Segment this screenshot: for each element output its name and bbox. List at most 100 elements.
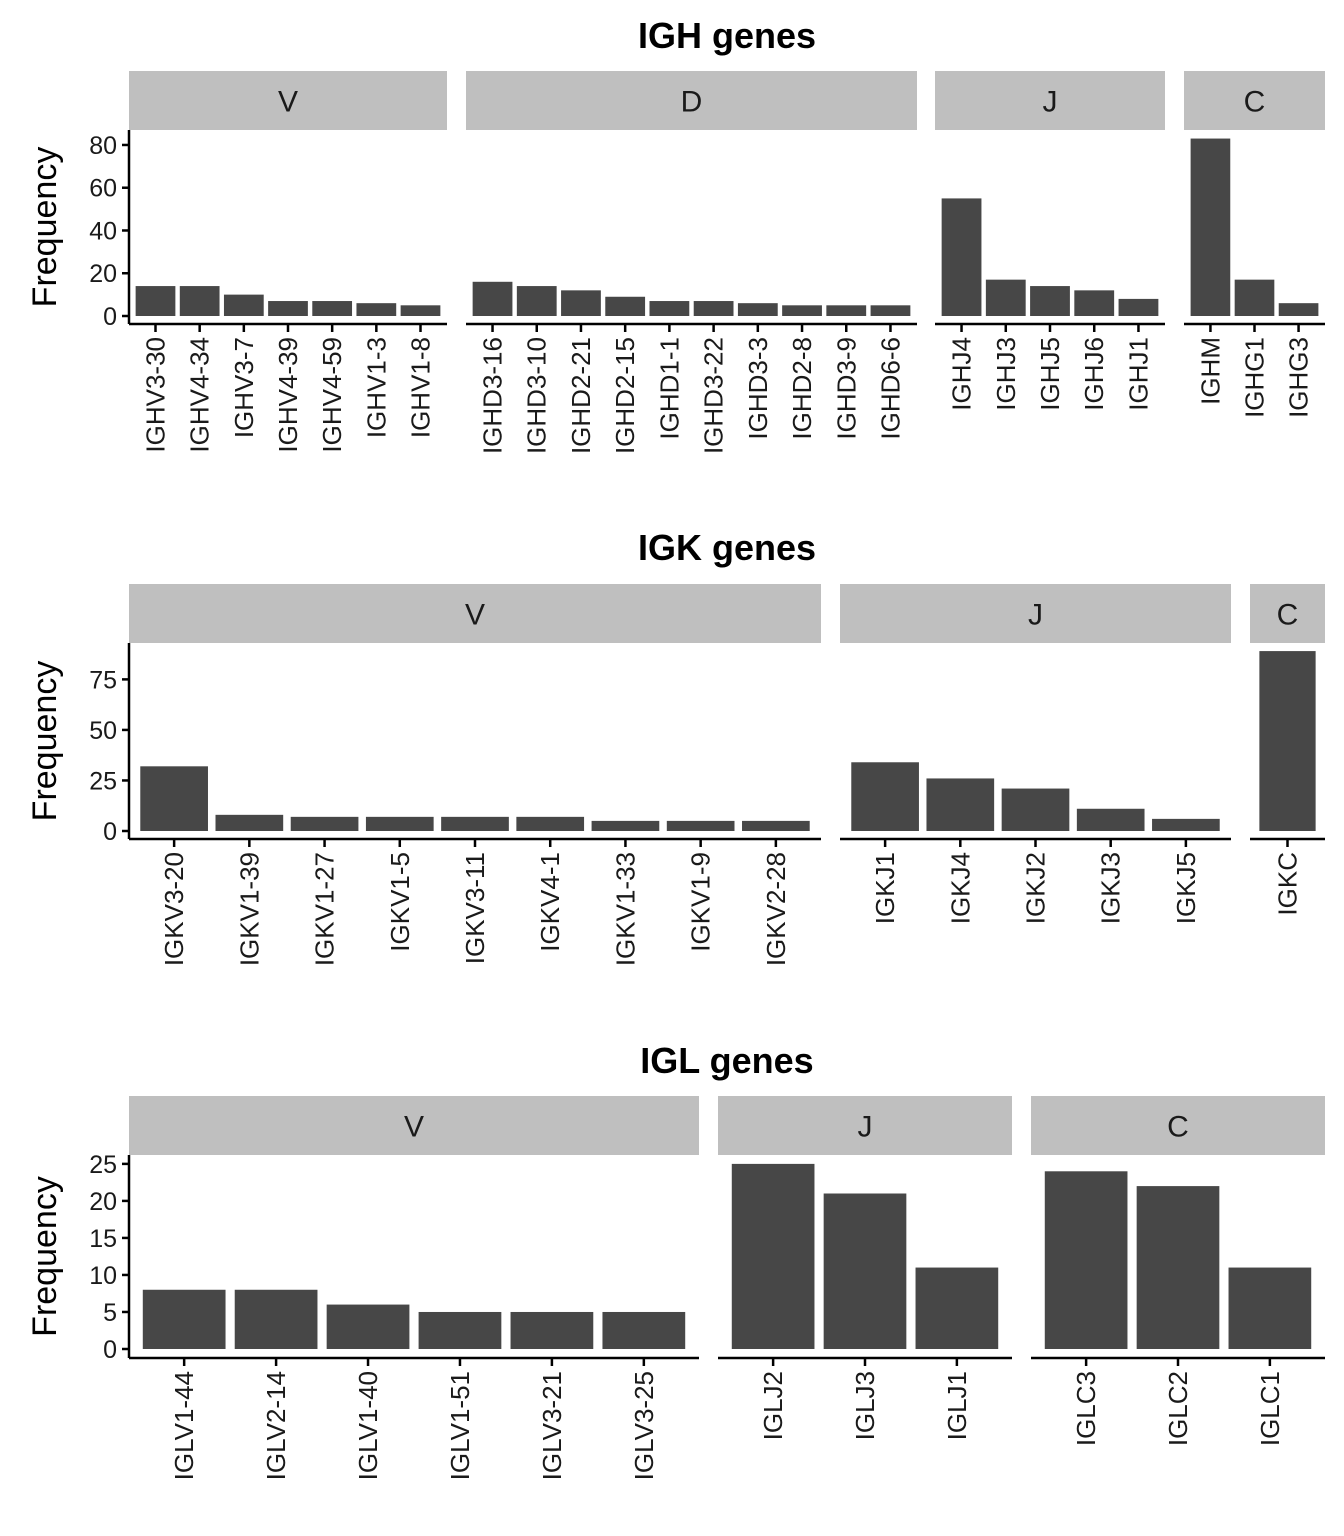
bar-IGKC [1259, 651, 1316, 831]
bar-IGLJ2 [731, 1163, 815, 1349]
x-tick-label: IGKJ3 [1096, 852, 1126, 924]
facet-J: J IGLJ2 IGLJ3 IGLJ1 [718, 1096, 1012, 1440]
chart-2: IGL genes Frequency 0 5 10 15 20 25 V IGLV1-44 IGL… [26, 1040, 1325, 1480]
bar-IGLV1-40 [326, 1304, 410, 1349]
x-tick-label: IGKJ5 [1171, 852, 1201, 924]
x-tick-label: IGHD1-1 [654, 337, 684, 440]
chart-title: IGK genes [638, 527, 816, 568]
x-tick-label: IGHG1 [1240, 337, 1270, 418]
bar-IGLJ3 [823, 1193, 907, 1349]
bar-IGKV4-1 [516, 816, 585, 831]
x-tick-label: IGHJ4 [947, 337, 977, 411]
bar-IGHM [1190, 138, 1231, 316]
x-tick-label: IGLJ2 [758, 1371, 788, 1440]
bar-IGHV4-39 [268, 301, 308, 316]
x-tick-label: IGLV1-51 [445, 1371, 475, 1480]
x-tick-label: IGHD6-6 [875, 337, 905, 440]
facet-V: V IGHV3-30 IGHV4-34 IGHV3-7 IGHV4-39 IGHV4-59… [129, 71, 447, 453]
bar-IGHD3-22 [693, 301, 734, 316]
bar-IGHV3-7 [223, 294, 264, 316]
bar-IGHV3-30 [135, 286, 176, 316]
x-tick-label: IGKJ4 [945, 852, 975, 924]
bar-IGHG3 [1278, 303, 1319, 316]
y-tick-label: 0 [103, 303, 117, 331]
bar-IGKV1-5 [365, 816, 434, 831]
facet-C: C IGHM IGHG1 IGHG3 [1184, 71, 1325, 418]
x-tick-label: IGLC2 [1163, 1371, 1193, 1446]
facet-strip [466, 71, 917, 130]
bar-IGHV1-8 [400, 305, 441, 316]
bar-IGLV1-44 [142, 1289, 226, 1349]
x-tick-label: IGHV1-8 [406, 337, 436, 438]
y-tick-label: 15 [89, 1225, 117, 1253]
bar-IGKV3-20 [140, 766, 208, 831]
facet-strip [1031, 1096, 1325, 1155]
bar-IGLC3 [1044, 1171, 1128, 1349]
facet-strip-label: V [465, 599, 485, 632]
x-tick-label: IGHV4-34 [185, 337, 215, 453]
bar-IGLJ1 [915, 1267, 999, 1349]
x-tick-label: IGHV4-59 [317, 337, 347, 453]
y-tick-label: 80 [89, 132, 117, 160]
x-tick-label: IGKV1-5 [385, 852, 415, 952]
x-tick-label: IGKV2-28 [761, 852, 791, 966]
x-tick-label: IGKV1-39 [234, 852, 264, 966]
y-tick-label: 0 [103, 818, 117, 846]
x-tick-label: IGHV3-30 [141, 337, 171, 453]
x-tick-label: IGHJ3 [991, 337, 1021, 411]
facet-strip-label: C [1167, 1111, 1189, 1144]
chart-title: IGL genes [640, 1040, 813, 1081]
x-tick-label: IGLV3-25 [629, 1371, 659, 1480]
bar-IGHJ4 [941, 198, 982, 316]
y-tick-label: 50 [89, 717, 117, 745]
y-axis-label: Frequency [26, 1176, 64, 1337]
x-tick-label: IGKV3-20 [159, 852, 189, 966]
x-tick-label: IGHM [1195, 337, 1225, 405]
x-tick-label: IGHD3-16 [478, 337, 508, 454]
bar-IGHD3-10 [516, 286, 557, 316]
x-tick-label: IGHD3-9 [831, 337, 861, 440]
bar-IGHJ3 [985, 279, 1026, 316]
facet-strip [129, 71, 447, 130]
bar-IGHV1-3 [356, 303, 397, 316]
x-tick-label: IGHD3-22 [699, 337, 729, 454]
bar-IGLC2 [1136, 1186, 1220, 1349]
x-tick-label: IGHD3-3 [743, 337, 773, 440]
bar-IGHV4-59 [312, 301, 353, 316]
facet-J: J IGKJ1 IGKJ4 IGKJ2 IGKJ3 IGKJ5 [840, 584, 1231, 924]
x-tick-label: IGKC [1273, 852, 1303, 916]
facet-V: V IGKV3-20 IGKV1-39 IGKV1-27 IGKV1-5 IGKV3-11… [129, 584, 821, 966]
x-tick-label: IGKJ2 [1021, 852, 1051, 924]
bar-IGKV1-27 [290, 816, 359, 831]
facet-strip [129, 584, 821, 643]
y-tick-label: 20 [89, 260, 117, 288]
x-tick-label: IGLC1 [1255, 1371, 1285, 1446]
y-axis-label: Frequency [26, 147, 64, 308]
bar-IGKV1-9 [666, 820, 735, 831]
chart-0: IGH genes Frequency 0 20 40 60 80 V IGHV3-30 IGHV… [26, 15, 1325, 454]
y-tick-label: 5 [103, 1299, 117, 1327]
x-tick-label: IGLC3 [1071, 1371, 1101, 1446]
bar-IGKV3-11 [441, 816, 509, 831]
bar-IGHJ6 [1074, 290, 1115, 316]
bar-IGHD3-3 [737, 303, 778, 316]
bar-IGLV3-25 [602, 1311, 686, 1349]
bar-IGHD2-8 [782, 305, 822, 316]
x-tick-label: IGHD2-15 [610, 337, 640, 454]
x-tick-label: IGHD2-8 [787, 337, 817, 440]
y-tick-label: 25 [89, 1151, 117, 1179]
facet-strip [840, 584, 1231, 643]
bar-IGKJ5 [1152, 818, 1220, 831]
bar-IGLV3-21 [510, 1311, 594, 1349]
bar-IGHD3-9 [826, 305, 867, 316]
facet-V: V IGLV1-44 IGLV2-14 IGLV1-40 IGLV1-51 IGLV3-2… [129, 1096, 699, 1480]
bar-IGLV1-51 [418, 1311, 502, 1349]
bar-IGHD2-15 [605, 296, 646, 316]
bar-IGHV4-34 [179, 286, 220, 316]
bar-IGHD1-1 [649, 301, 690, 316]
x-tick-label: IGLV1-40 [353, 1371, 383, 1480]
x-tick-label: IGHG3 [1284, 337, 1314, 418]
x-tick-label: IGHJ6 [1079, 337, 1109, 411]
x-tick-label: IGHV1-3 [361, 337, 391, 438]
y-tick-label: 25 [89, 767, 117, 795]
